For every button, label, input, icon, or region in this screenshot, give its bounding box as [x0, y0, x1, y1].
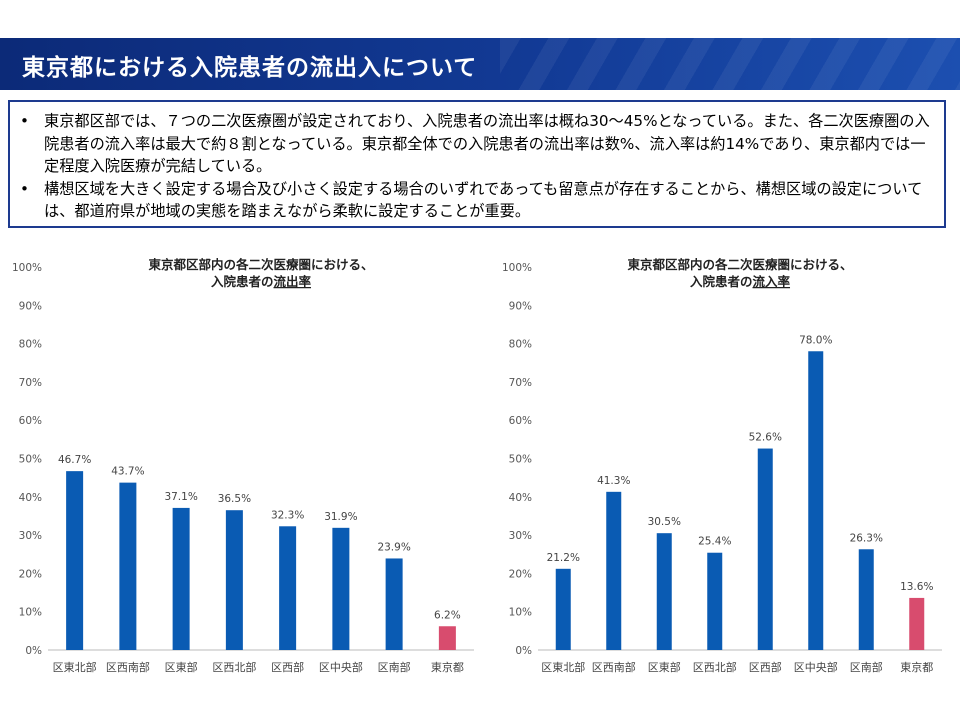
summary-item: • 構想区域を大きく設定する場合及び小さく設定する場合のいずれであっても留意点が… [20, 178, 934, 223]
y-tick-label: 60% [19, 415, 42, 427]
summary-text: 構想区域を大きく設定する場合及び小さく設定する場合のいずれであっても留意点が存在… [44, 179, 923, 221]
x-tick-label: 区西部 [749, 660, 782, 674]
chart-title-line2: 入院患者の流出率 [211, 274, 312, 289]
y-tick-label: 80% [19, 339, 42, 351]
x-tick-label: 区西北部 [212, 660, 256, 674]
bar [279, 526, 297, 650]
bar [438, 626, 456, 650]
x-tick-label: 区中央部 [794, 660, 838, 674]
y-tick-label: 40% [19, 492, 42, 504]
y-tick-label: 10% [509, 607, 532, 619]
summary-item: • 東京都区部では、７つの二次医療圏が設定されており、入院患者の流出率は概ね30… [20, 110, 934, 178]
bar [119, 482, 137, 650]
chart-title-emphasis: 流出率 [274, 274, 312, 289]
x-tick-label: 区南部 [378, 660, 411, 674]
bar [332, 527, 350, 650]
y-tick-label: 30% [509, 530, 532, 542]
y-tick-label: 0% [515, 645, 532, 657]
y-tick-label: 70% [19, 377, 42, 389]
data-label: 78.0% [799, 334, 832, 346]
data-label: 41.3% [597, 475, 630, 487]
data-label: 21.2% [547, 552, 580, 564]
summary-list: • 東京都区部では、７つの二次医療圏が設定されており、入院患者の流出率は概ね30… [10, 102, 944, 223]
data-label: 37.1% [164, 491, 197, 503]
bar [858, 549, 874, 650]
data-label: 13.6% [900, 581, 933, 593]
data-label: 46.7% [58, 454, 91, 466]
chart-title-line1: 東京都区部内の各二次医療圏における、 [627, 257, 852, 272]
chart-title-line2: 入院患者の流入率 [690, 274, 791, 289]
y-tick-label: 10% [19, 607, 42, 619]
data-label: 23.9% [377, 541, 410, 553]
bar [66, 471, 84, 650]
data-label: 25.4% [698, 536, 731, 548]
outflow-chart-svg: 東京都区部内の各二次医療圏における、入院患者の流出率0%10%20%30%40%… [12, 257, 474, 674]
bar [606, 491, 622, 650]
bar [909, 597, 925, 650]
y-tick-label: 60% [509, 415, 532, 427]
title-bar-decoration [500, 38, 960, 90]
bullet-icon: • [20, 112, 29, 130]
bar [707, 552, 723, 650]
chart-title-emphasis: 流入率 [753, 274, 791, 289]
summary-box: • 東京都区部では、７つの二次医療圏が設定されており、入院患者の流出率は概ね30… [8, 100, 946, 228]
bar [555, 568, 571, 650]
data-label: 32.3% [271, 509, 304, 521]
x-tick-label: 区西部 [271, 660, 304, 674]
chart-title-prefix: 入院患者の [690, 274, 753, 289]
x-tick-label: 区東北部 [53, 660, 97, 674]
data-label: 6.2% [434, 609, 461, 621]
y-tick-label: 40% [509, 492, 532, 504]
y-tick-label: 20% [19, 568, 42, 580]
x-tick-label: 区西南部 [592, 660, 636, 674]
data-label: 30.5% [648, 516, 681, 528]
bar [808, 351, 824, 650]
outflow-chart: 東京都区部内の各二次医療圏における、 入院患者の流出率 0% 10% 20% 30% 40%… [0, 240, 480, 684]
y-tick-label: 90% [19, 300, 42, 312]
bar [172, 507, 190, 650]
y-tick-label: 70% [509, 377, 532, 389]
x-tick-label: 区東北部 [541, 660, 585, 674]
y-tick-label: 100% [502, 262, 532, 274]
bar [656, 533, 672, 650]
x-tick-label: 区西北部 [693, 660, 737, 674]
data-label: 31.9% [324, 511, 357, 523]
chart-title-line1: 東京都区部内の各二次医療圏における、 [148, 257, 373, 272]
x-tick-label: 区南部 [850, 660, 883, 674]
bar [385, 558, 403, 650]
y-tick-label: 50% [19, 454, 42, 466]
bar [225, 510, 243, 650]
page-title: 東京都における入院患者の流出入について [22, 55, 478, 81]
bullet-icon: • [20, 179, 29, 198]
title-bar: 東京都における入院患者の流出入について [0, 38, 960, 90]
data-label: 36.5% [218, 493, 251, 505]
y-tick-label: 90% [509, 300, 532, 312]
x-tick-label: 区東部 [648, 660, 681, 674]
x-tick-label: 東京都 [431, 660, 464, 674]
x-tick-label: 東京都 [900, 660, 933, 674]
data-label: 43.7% [111, 466, 144, 478]
y-tick-label: 50% [509, 454, 532, 466]
y-tick-label: 100% [12, 262, 42, 274]
summary-text: 東京都区部では、７つの二次医療圏が設定されており、入院患者の流出率は概ね30～4… [44, 112, 930, 175]
inflow-chart: 東京都区部内の各二次医療圏における、 入院患者の流入率 0% 10% 20% 30% 40%… [480, 240, 960, 684]
y-tick-label: 30% [19, 530, 42, 542]
x-tick-label: 区中央部 [319, 660, 363, 674]
x-tick-label: 区東部 [165, 660, 198, 674]
y-tick-label: 80% [509, 339, 532, 351]
y-tick-label: 0% [25, 645, 42, 657]
bar [757, 448, 773, 650]
inflow-chart-svg: 東京都区部内の各二次医療圏における、入院患者の流入率0%10%20%30%40%… [502, 257, 942, 674]
data-label: 52.6% [749, 432, 782, 444]
x-tick-label: 区西南部 [106, 660, 150, 674]
data-label: 26.3% [850, 532, 883, 544]
chart-title-prefix: 入院患者の [211, 274, 274, 289]
y-tick-label: 20% [509, 568, 532, 580]
